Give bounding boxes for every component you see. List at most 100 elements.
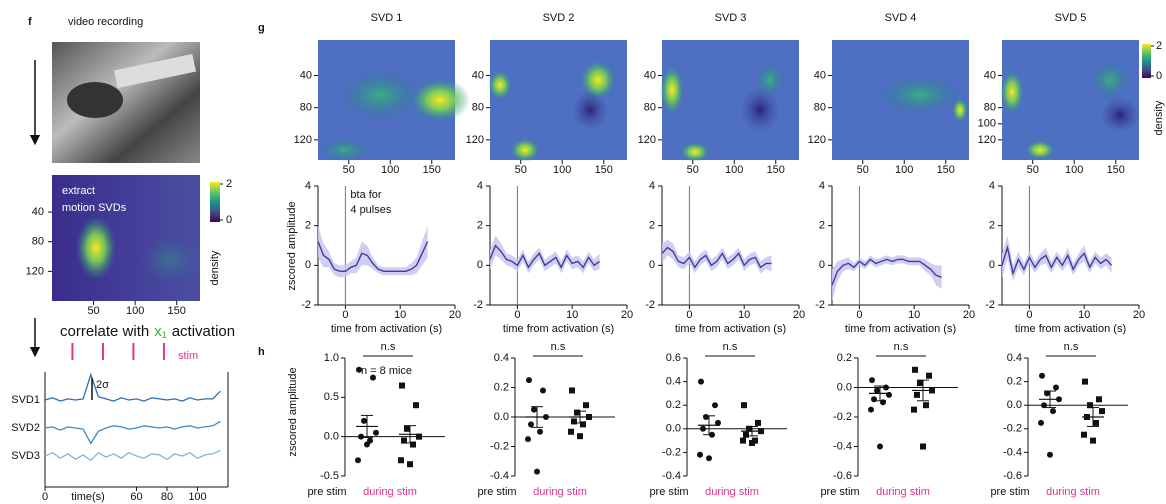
y-tick-label: 40 <box>644 69 656 81</box>
y-tick-label: 2 <box>305 220 311 232</box>
x-tick-label: 150 <box>168 305 186 317</box>
y-tick-label: 0.2 <box>494 381 509 393</box>
data-point <box>1082 378 1088 385</box>
y-tick-label: -0.2 <box>833 411 852 423</box>
x-tick-label: 0 <box>42 491 48 503</box>
video-frame-detail <box>114 53 196 89</box>
data-point <box>880 399 886 406</box>
heatmap <box>490 40 627 160</box>
x-tick-label: 0 <box>1026 309 1032 321</box>
x-axis-label: time from activation (s) <box>675 323 786 335</box>
y-tick-label: 0.0 <box>494 411 509 423</box>
x-axis-label: time from activation (s) <box>1015 323 1126 335</box>
data-point <box>1047 451 1053 458</box>
error-band <box>662 239 772 274</box>
data-point <box>407 461 413 468</box>
x-tick-label: 20 <box>621 309 633 321</box>
heatmap-blob <box>740 88 780 132</box>
sig-label: n.s <box>894 341 909 353</box>
y-tick-label: 40 <box>472 69 484 81</box>
x-tick-label: 50 <box>515 164 527 176</box>
data-point <box>1081 431 1087 438</box>
caption: correlate with x1 activation <box>60 323 235 340</box>
trace-label: SVD2 <box>11 422 40 434</box>
y-tick-label: 120 <box>294 134 312 146</box>
y-tick-label: 2 <box>989 220 995 232</box>
data-point <box>577 433 583 440</box>
mean-line <box>831 258 942 286</box>
data-point <box>706 455 712 462</box>
data-point <box>583 402 589 409</box>
x-tick-label: during stim <box>705 486 759 498</box>
colorbar-label: density <box>209 250 221 285</box>
y-tick-label: -2 <box>985 299 995 311</box>
y-tick-label: -0.6 <box>833 470 852 482</box>
data-point <box>1044 390 1050 397</box>
y-tick-label: 0.0 <box>666 423 681 435</box>
colorbar-tick-label: 0 <box>1156 70 1162 82</box>
y-tick-label: 0.4 <box>666 376 681 388</box>
data-point <box>1096 396 1102 403</box>
panel-letter: g <box>258 22 265 34</box>
heatmap-blob <box>572 90 608 130</box>
x-tick-label: 50 <box>1027 164 1039 176</box>
x-tick-label: during stim <box>876 486 930 498</box>
x-tick-label: pre stim <box>990 486 1029 498</box>
y-tick-label: -2 <box>473 299 483 311</box>
heatmap-blob <box>320 138 370 162</box>
trace-label: SVD1 <box>11 394 40 406</box>
x-tick-label: 20 <box>449 309 461 321</box>
y-tick-label: 120 <box>26 265 44 277</box>
heatmap-blob <box>1090 60 1130 100</box>
data-point <box>1039 372 1045 379</box>
data-point <box>1050 408 1056 415</box>
data-point <box>743 431 749 438</box>
chart-title: SVD 2 <box>543 12 575 24</box>
y-tick-label: -2 <box>815 299 825 311</box>
mean-line <box>1001 244 1113 276</box>
y-tick-label: 0 <box>649 259 655 271</box>
heatmap-blob <box>952 98 968 122</box>
y-tick-label: -0.4 <box>833 440 852 452</box>
sig-label: n.s <box>551 341 566 353</box>
data-point <box>410 441 416 448</box>
x-tick-label: pre stim <box>477 486 516 498</box>
y-tick-label: 80 <box>472 102 484 114</box>
heatmap-blob <box>510 138 540 162</box>
stim-label: stim <box>178 350 198 362</box>
x-tick-label: 0 <box>686 309 692 321</box>
x-tick-label: during stim <box>363 486 417 498</box>
data-point <box>926 372 932 379</box>
data-point <box>1038 419 1044 426</box>
heatmap-blob <box>680 142 710 162</box>
y-tick-label: -0.2 <box>1003 423 1022 435</box>
x-axis-label: time from activation (s) <box>331 323 442 335</box>
y-axis-label: zscored amplitude <box>287 367 299 456</box>
scale-label: 2σ <box>96 379 109 391</box>
data-point <box>703 414 709 420</box>
x-tick-label: 100 <box>381 164 399 176</box>
data-point <box>1041 402 1047 409</box>
data-point <box>571 418 577 425</box>
x-tick-label: 0 <box>514 309 520 321</box>
y-tick-label: 80 <box>32 236 44 248</box>
data-point <box>416 433 422 440</box>
data-point <box>911 406 917 413</box>
data-point <box>401 437 407 444</box>
error-band <box>832 255 942 301</box>
y-tick-label: 80 <box>984 102 996 114</box>
data-point <box>923 402 929 409</box>
data-point <box>534 468 540 475</box>
chart-title: SVD 5 <box>1055 12 1087 24</box>
heatmap-blob <box>410 78 470 122</box>
trace <box>44 420 221 445</box>
panel-letter: h <box>258 346 265 358</box>
x-axis-label: time(s) <box>71 491 105 503</box>
data-point <box>1099 408 1105 415</box>
y-tick-label: 40 <box>814 69 826 81</box>
y-tick-label: 120 <box>638 134 656 146</box>
sig-label: n.s <box>1064 341 1079 353</box>
data-point <box>1090 437 1096 444</box>
y-tick-label: -0.4 <box>662 470 681 482</box>
data-point <box>361 417 367 424</box>
